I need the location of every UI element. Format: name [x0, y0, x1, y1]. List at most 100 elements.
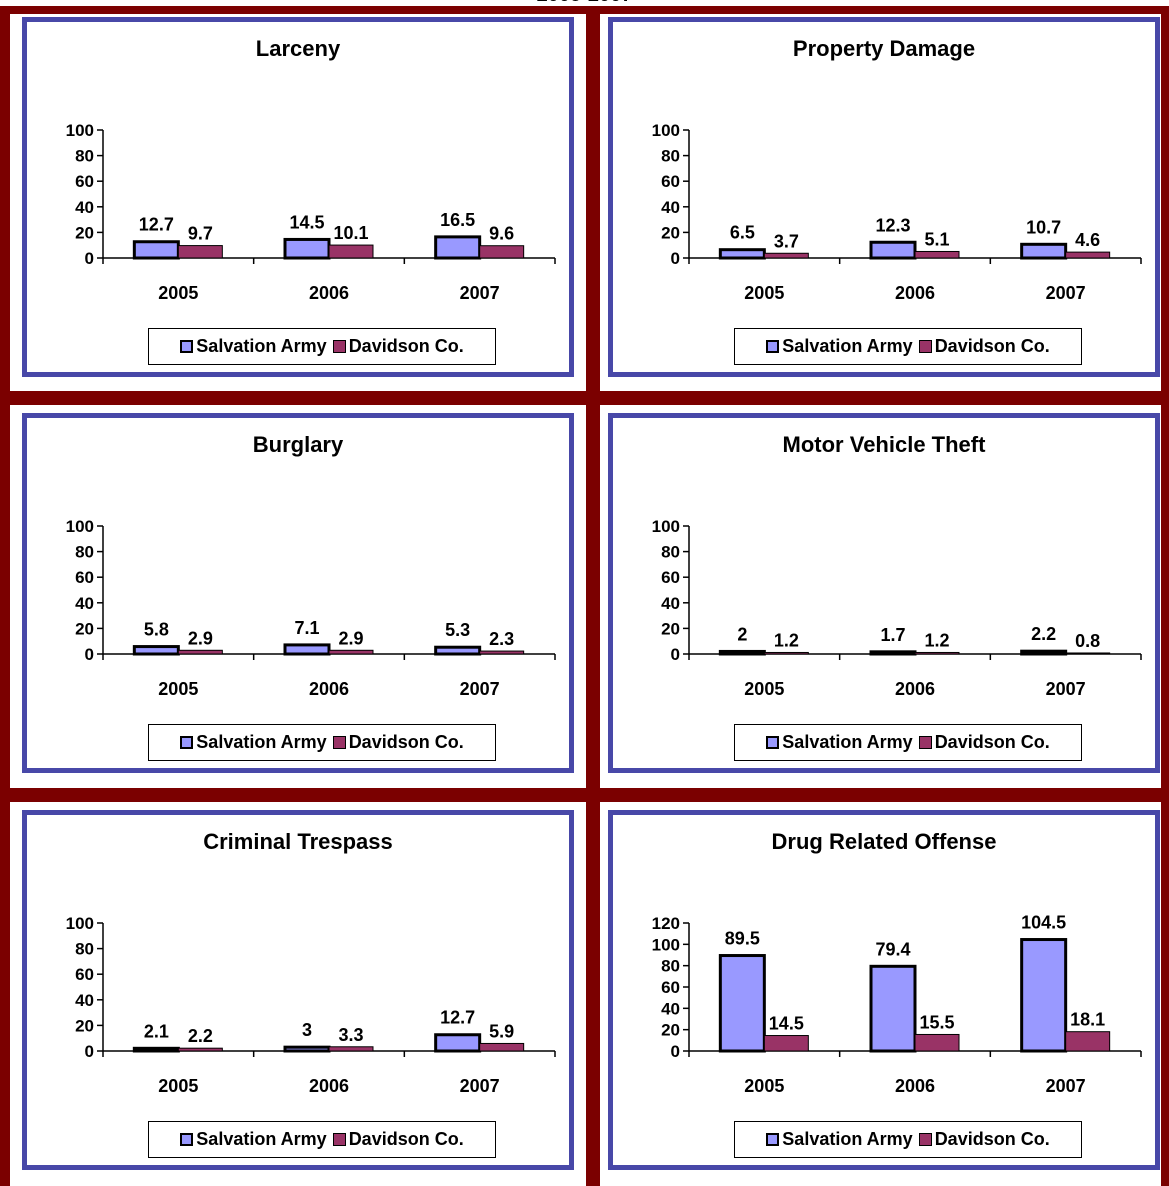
- bar-chart-plot: 0 20 40 60 80 100 2005 12.7 9.7 2006 14.5 10.1 2007 1…: [66, 121, 556, 303]
- data-label-davidson-co: 3.7: [774, 231, 799, 251]
- legend-swatch-davidson-co: [918, 340, 932, 353]
- y-tick-label: 40: [661, 198, 680, 217]
- chart-title: Drug Related Offense: [771, 829, 997, 854]
- bar-davidson-co: [1065, 652, 1111, 655]
- y-tick-label: 80: [661, 543, 680, 562]
- y-tick-label: 20: [75, 619, 94, 638]
- y-tick-label: 80: [661, 957, 680, 976]
- y-tick-label: 20: [75, 1016, 94, 1035]
- bar-davidson-co: [1065, 1031, 1111, 1052]
- bar-davidson-co: [328, 649, 374, 655]
- legend-swatch-davidson-co: [918, 736, 932, 749]
- y-tick-label: 20: [661, 619, 680, 638]
- y-tick-label: 60: [75, 965, 94, 984]
- bar-salvation-army: [283, 237, 331, 260]
- y-tick-label: 0: [671, 249, 680, 268]
- legend-item: Salvation Army: [180, 732, 327, 753]
- legend-item: Salvation Army: [766, 1129, 913, 1150]
- y-tick-label: 120: [652, 914, 680, 933]
- legend-label-salvation-army: Salvation Army: [782, 732, 913, 752]
- x-category-label: 2006: [895, 679, 935, 699]
- legend-swatch-salvation-army: [180, 736, 194, 749]
- bar-salvation-army: [869, 240, 917, 260]
- data-label-davidson-co: 9.6: [489, 224, 514, 244]
- bar-davidson-co: [914, 250, 960, 259]
- data-label-salvation-army: 104.5: [1021, 913, 1066, 933]
- y-tick-label: 40: [661, 594, 680, 613]
- legend-label-salvation-army: Salvation Army: [196, 336, 327, 356]
- legend-item: Davidson Co.: [332, 1129, 464, 1150]
- data-label-davidson-co: 5.9: [489, 1021, 514, 1041]
- data-label-salvation-army: 2: [737, 624, 747, 644]
- x-category-label: 2007: [1046, 679, 1086, 699]
- data-label-salvation-army: 2.2: [1031, 624, 1056, 644]
- y-tick-label: 20: [661, 1021, 680, 1040]
- legend-item: Davidson Co.: [918, 1129, 1050, 1150]
- chart-panel: Motor Vehicle Theft 0 20 40 60 80 100 2005 2 1.2 2…: [608, 413, 1160, 773]
- legend-label-salvation-army: Salvation Army: [782, 336, 913, 356]
- data-label-salvation-army: 79.4: [875, 939, 910, 959]
- bar-salvation-army: [132, 645, 180, 656]
- chart-title: Larceny: [255, 36, 341, 61]
- y-tick-label: 40: [75, 594, 94, 613]
- data-label-salvation-army: 3: [302, 1020, 312, 1040]
- data-label-salvation-army: 7.1: [294, 618, 319, 638]
- data-label-davidson-co: 18.1: [1070, 1010, 1105, 1030]
- chart-legend: Salvation Army Davidson Co.: [734, 1121, 1082, 1158]
- bar-salvation-army: [434, 1033, 482, 1053]
- bar-davidson-co: [479, 245, 525, 259]
- y-tick-label: 100: [66, 914, 94, 933]
- bar-chart-plot: 0 20 40 60 80 100 2005 5.8 2.9 2006 7.1 2.9 2007 5.3 2…: [66, 517, 556, 699]
- x-category-label: 2006: [895, 1076, 935, 1096]
- data-label-davidson-co: 1.2: [924, 630, 949, 650]
- bar-salvation-army: [434, 645, 482, 656]
- y-tick-label: 80: [75, 543, 94, 562]
- bar-davidson-co: [177, 649, 223, 655]
- chart-title: Motor Vehicle Theft: [782, 432, 986, 457]
- data-label-davidson-co: 2.9: [338, 628, 363, 648]
- y-tick-label: 60: [661, 172, 680, 191]
- legend-item: Davidson Co.: [332, 732, 464, 753]
- bar-salvation-army: [1020, 938, 1068, 1053]
- chart-panel: Larceny 0 20 40 60 80 100 2005 12.7 9.7 2006 14.5 10…: [22, 17, 574, 377]
- x-category-label: 2005: [744, 1076, 784, 1096]
- y-tick-label: 20: [75, 223, 94, 242]
- chart-legend: Salvation Army Davidson Co.: [734, 328, 1082, 365]
- data-label-davidson-co: 4.6: [1075, 230, 1100, 250]
- chart-panel: Criminal Trespass 0 20 40 60 80 100 2005 2.1 2.2 2…: [22, 810, 574, 1170]
- legend-item: Salvation Army: [180, 336, 327, 357]
- chart-panel: Drug Related Offense 0 20 40 60 80 100 120 2005 8…: [608, 810, 1160, 1170]
- y-tick-label: 100: [66, 517, 94, 536]
- y-tick-label: 0: [85, 249, 94, 268]
- chart-title: Burglary: [252, 432, 344, 457]
- bar-davidson-co: [328, 1046, 374, 1052]
- data-label-salvation-army: 89.5: [725, 929, 760, 949]
- bar-davidson-co: [177, 245, 223, 259]
- chart-legend: Salvation Army Davidson Co.: [148, 328, 496, 365]
- data-label-salvation-army: 12.3: [875, 215, 910, 235]
- x-category-label: 2007: [1046, 283, 1086, 303]
- legend-item: Davidson Co.: [918, 336, 1050, 357]
- data-label-salvation-army: 10.7: [1026, 217, 1061, 237]
- bar-davidson-co: [177, 1047, 223, 1052]
- legend-swatch-salvation-army: [180, 1133, 194, 1146]
- legend-item: Davidson Co.: [332, 336, 464, 357]
- y-tick-label: 60: [661, 978, 680, 997]
- legend-label-salvation-army: Salvation Army: [196, 732, 327, 752]
- y-tick-label: 0: [671, 645, 680, 664]
- y-tick-label: 80: [75, 940, 94, 959]
- data-label-davidson-co: 5.1: [924, 229, 949, 249]
- frame-row-divider-2: [0, 788, 1169, 802]
- y-tick-label: 0: [671, 1042, 680, 1061]
- chart-title: Property Damage: [792, 36, 976, 61]
- data-label-davidson-co: 3.3: [338, 1025, 363, 1045]
- data-label-salvation-army: 6.5: [730, 223, 755, 243]
- bar-salvation-army: [718, 954, 766, 1053]
- legend-swatch-salvation-army: [180, 340, 194, 353]
- bar-davidson-co: [479, 650, 525, 655]
- y-tick-label: 100: [652, 935, 680, 954]
- y-tick-label: 60: [75, 568, 94, 587]
- legend-label-davidson-co: Davidson Co.: [348, 732, 464, 752]
- bar-chart-plot: 0 20 40 60 80 100 120 2005 89.5 14.5 2006 79.4 15.5 2…: [652, 913, 1142, 1096]
- bar-salvation-army: [132, 1046, 180, 1053]
